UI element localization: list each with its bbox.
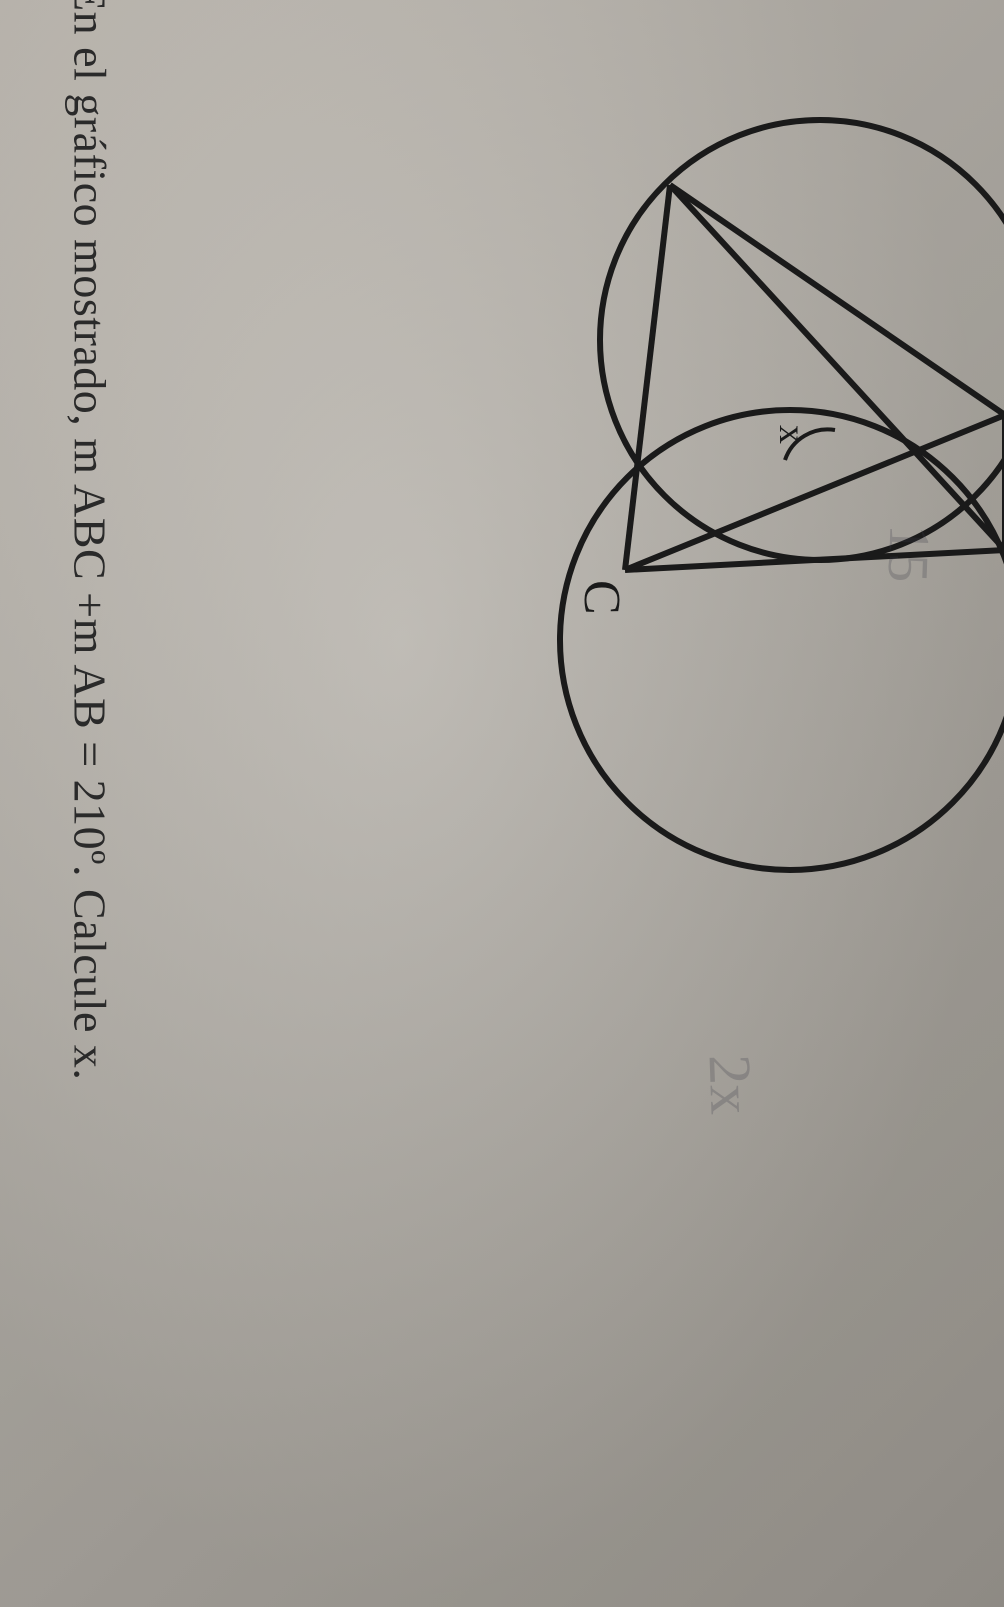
geometry-diagram: A B C x [100,490,820,1310]
circle-left [600,120,1004,560]
chord-DB [670,185,1004,415]
chord-CD [625,185,670,570]
chord-DA [670,185,1004,550]
diagram-svg: A B C x [460,80,1004,900]
page-root: 3. En el gráfico mostrado, m ABC +m AB =… [0,0,1004,1607]
label-x: x [771,425,813,444]
scratch-2x: 2x [694,1053,765,1115]
chord-AC [625,550,1004,570]
label-C: C [573,580,630,615]
scratch-15: 15 [875,523,944,583]
